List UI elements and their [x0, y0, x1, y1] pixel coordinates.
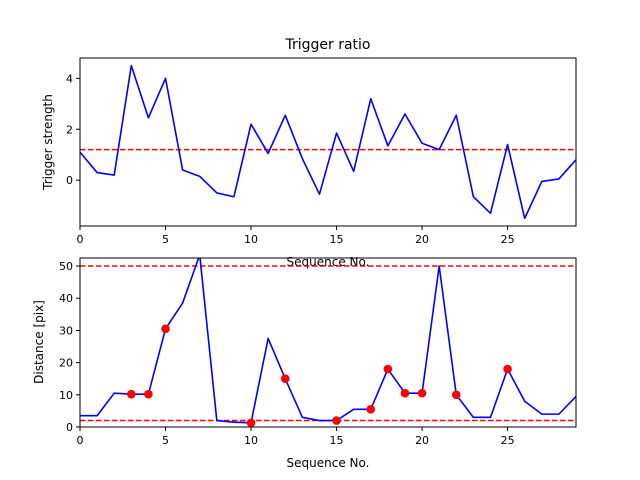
- x-axis-label: Sequence No.: [287, 255, 370, 269]
- data-point-marker: [127, 389, 136, 399]
- trigger-ratio-panel: Trigger ratio 0 5 10 15 20 25 0 2 4 Sequence No.…: [41, 37, 577, 269]
- y-tick-label: 40: [59, 292, 73, 305]
- distance-ticks: 0 5 10 15 20 25 0 10 20 30 40 50: [59, 260, 515, 447]
- data-point-marker: [366, 404, 376, 414]
- data-point-marker: [332, 416, 341, 425]
- y-axis-label: Trigger strength: [41, 94, 55, 191]
- x-tick-label: 0: [77, 434, 84, 447]
- data-point-marker: [383, 364, 393, 374]
- x-tick-label: 15: [330, 434, 344, 447]
- y-tick-label: 20: [59, 357, 73, 370]
- y-tick-label: 50: [59, 260, 73, 273]
- data-point-marker: [417, 388, 427, 398]
- x-tick-label: 20: [415, 233, 429, 246]
- x-tick-label: 10: [244, 434, 258, 447]
- axes-frame: [79, 257, 577, 428]
- series-line: [80, 64, 576, 220]
- x-tick-label: 5: [162, 434, 169, 447]
- data-point-marker: [451, 390, 461, 400]
- y-tick-label: 0: [66, 174, 73, 187]
- plot-clip-group: [80, 258, 576, 427]
- data-point-marker: [161, 324, 170, 334]
- y-tick-label: 30: [59, 324, 73, 337]
- data-point-marker: [400, 388, 410, 398]
- x-tick-label: 5: [162, 233, 169, 246]
- data-point-marker: [280, 374, 290, 384]
- distance-panel: 0 5 10 15 20 25 0 10 20 30 40 50 Sequence No. Dista…: [32, 257, 577, 470]
- y-tick-label: 4: [66, 72, 73, 85]
- data-point-marker: [144, 389, 153, 399]
- data-point-marker: [246, 418, 256, 427]
- series-line: [80, 258, 576, 424]
- data-point-marker: [503, 364, 512, 374]
- x-axis-label: Sequence No.: [287, 456, 370, 470]
- plot-clip-group: [80, 64, 576, 220]
- x-tick-label: 0: [77, 233, 84, 246]
- axes-frame: [79, 57, 577, 227]
- trigger-ratio-plot-area: [80, 64, 576, 220]
- y-tick-label: 10: [59, 389, 73, 402]
- y-tick-label: 2: [66, 123, 73, 136]
- x-tick-label: 15: [330, 233, 344, 246]
- x-tick-label: 10: [244, 233, 258, 246]
- x-tick-label: 25: [501, 233, 515, 246]
- x-tick-label: 25: [501, 434, 515, 447]
- trigger-ratio-ticks: 0 5 10 15 20 25 0 2 4: [66, 72, 515, 246]
- chart-title: Trigger ratio: [284, 37, 370, 53]
- y-tick-label: 0: [66, 421, 73, 434]
- x-tick-label: 20: [415, 434, 429, 447]
- y-axis-label: Distance [pix]: [32, 300, 46, 384]
- distance-plot-area: [80, 258, 576, 427]
